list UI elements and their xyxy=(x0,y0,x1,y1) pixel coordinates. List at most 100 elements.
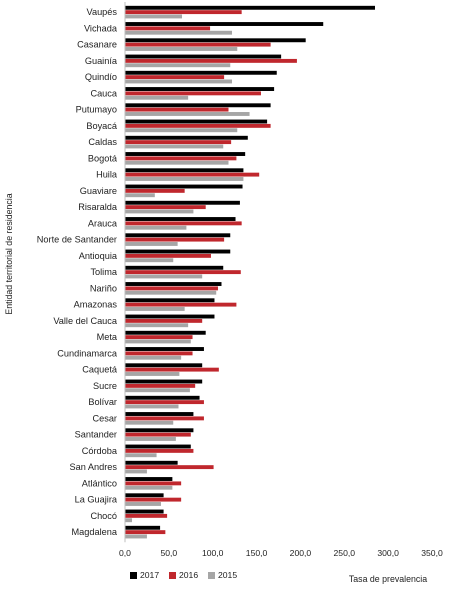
bar-2015-5 xyxy=(125,95,189,100)
legend: 2017 2016 2015 xyxy=(130,570,237,580)
bar-2017-32 xyxy=(125,525,161,530)
bars-group xyxy=(125,5,375,539)
bar-2016-30 xyxy=(125,497,182,502)
bar-2015-10 xyxy=(125,177,244,181)
bar-2017-24 xyxy=(125,395,200,400)
category-label-14: Norte de Santander xyxy=(37,235,117,245)
bar-2015-16 xyxy=(125,274,203,279)
bar-2017-17 xyxy=(125,282,222,286)
bar-2016-6 xyxy=(125,107,229,112)
category-label-7: Boyacá xyxy=(86,121,118,131)
x-axis: 0,0 50,0 100,0 150,0 200,0 250,0 300,0 350,0 xyxy=(119,2,443,558)
category-label-3: Guainía xyxy=(85,56,118,66)
category-label-28: San Andres xyxy=(69,462,117,472)
bar-2016-31 xyxy=(125,513,168,518)
bar-2017-14 xyxy=(125,233,231,238)
bar-2017-11 xyxy=(125,184,243,189)
bar-2016-20 xyxy=(125,335,193,340)
category-label-23: Sucre xyxy=(93,381,117,391)
bar-2015-3 xyxy=(125,63,231,68)
bar-2017-27 xyxy=(125,444,191,449)
bar-2017-23 xyxy=(125,379,203,384)
category-label-13: Arauca xyxy=(88,218,118,228)
bar-2017-25 xyxy=(125,412,194,416)
x-tick-label-6: 300,0 xyxy=(377,548,399,558)
bar-2015-14 xyxy=(125,242,178,246)
category-label-16: Tolima xyxy=(90,267,117,277)
category-label-31: Chocó xyxy=(90,511,117,521)
x-tick-label-0: 0,0 xyxy=(119,548,131,558)
legend-label-2017: 2017 xyxy=(140,570,159,580)
bar-2016-19 xyxy=(125,318,203,323)
y-axis-title: Entidad territorial de residencia xyxy=(4,193,14,314)
category-label-24: Bolívar xyxy=(88,397,117,407)
category-label-10: Huila xyxy=(96,170,118,180)
category-label-25: Cesar xyxy=(92,413,117,423)
bar-2016-21 xyxy=(125,351,193,356)
legend-swatch-2016 xyxy=(169,572,176,579)
bar-2016-1 xyxy=(125,26,211,31)
bar-2015-32 xyxy=(125,534,147,539)
bar-2015-2 xyxy=(125,47,238,51)
bar-2016-7 xyxy=(125,123,271,128)
x-axis-title: Tasa de prevalencia xyxy=(349,574,427,584)
bar-2015-27 xyxy=(125,453,157,458)
category-label-17: Nariño xyxy=(90,283,117,293)
category-label-6: Putumayo xyxy=(76,105,117,115)
bar-2015-7 xyxy=(125,128,238,133)
legend-swatch-2017 xyxy=(130,572,137,579)
bar-2016-26 xyxy=(125,432,191,437)
bar-2015-20 xyxy=(125,339,191,344)
bar-2017-4 xyxy=(125,70,277,75)
category-label-30: La Guajira xyxy=(75,495,118,505)
bar-2015-6 xyxy=(125,112,250,116)
bar-2017-6 xyxy=(125,103,271,108)
bar-2015-22 xyxy=(125,372,180,376)
bar-2017-29 xyxy=(125,477,173,481)
bar-2017-5 xyxy=(125,87,275,91)
bar-2017-15 xyxy=(125,249,231,254)
bar-2015-23 xyxy=(125,388,190,393)
x-tick-label-1: 50,0 xyxy=(160,548,177,558)
x-tick-label-2: 100,0 xyxy=(202,548,224,558)
bar-2016-23 xyxy=(125,383,196,388)
category-label-1: Vichada xyxy=(84,23,118,33)
bar-2017-10 xyxy=(125,168,244,173)
category-labels: Vaupés Vichada Casanare Guainía Quindío Cauca… xyxy=(37,7,118,537)
x-tick-label-3: 150,0 xyxy=(246,548,268,558)
bar-2015-26 xyxy=(125,437,176,441)
bar-2017-0 xyxy=(125,5,375,10)
bar-2016-28 xyxy=(125,465,214,470)
legend-swatch-2015 xyxy=(208,572,215,579)
bar-2015-1 xyxy=(125,30,233,35)
bar-2016-3 xyxy=(125,58,297,63)
bar-2016-4 xyxy=(125,75,225,80)
category-label-18: Amazonas xyxy=(74,300,118,310)
category-label-8: Caldas xyxy=(88,137,117,147)
bar-2015-12 xyxy=(125,209,194,214)
bar-2015-9 xyxy=(125,160,229,165)
bar-2016-18 xyxy=(125,302,237,307)
legend-label-2015: 2015 xyxy=(218,570,237,580)
category-label-12: Risaralda xyxy=(78,202,118,212)
bar-2016-16 xyxy=(125,270,241,275)
bar-2017-22 xyxy=(125,363,203,368)
bar-2015-4 xyxy=(125,79,233,84)
bar-2016-9 xyxy=(125,156,237,161)
bar-2016-10 xyxy=(125,172,260,177)
bar-2017-16 xyxy=(125,265,224,270)
bar-2016-29 xyxy=(125,481,182,486)
category-label-11: Guaviare xyxy=(80,186,117,196)
category-label-5: Cauca xyxy=(90,88,117,98)
bar-2017-26 xyxy=(125,428,194,433)
bar-2017-7 xyxy=(125,119,268,124)
category-label-32: Magdalena xyxy=(72,527,118,537)
bar-2016-2 xyxy=(125,42,271,47)
bar-2017-21 xyxy=(125,347,204,351)
bar-2017-19 xyxy=(125,314,215,319)
bar-2017-9 xyxy=(125,152,246,156)
category-label-26: Santander xyxy=(75,430,117,440)
bar-2016-13 xyxy=(125,221,242,226)
bar-2015-28 xyxy=(125,469,147,474)
